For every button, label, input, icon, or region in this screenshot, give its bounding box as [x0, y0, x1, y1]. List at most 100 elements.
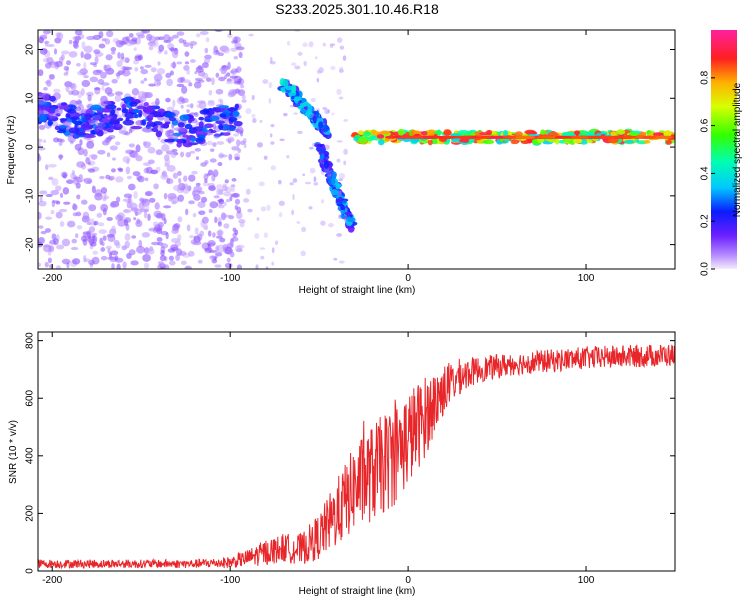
spectral-blob — [214, 216, 218, 224]
spectral-blob — [208, 208, 213, 213]
spectral-blob — [115, 242, 121, 249]
spectral-blob — [176, 142, 182, 148]
spectral-blob — [338, 178, 344, 182]
colorbar-tick-label: 0.6 — [700, 118, 711, 132]
spectral-blob — [165, 72, 172, 79]
spectral-blob — [99, 175, 105, 180]
spectral-blob — [61, 258, 71, 265]
spectral-blob — [163, 205, 172, 209]
spectral-blob — [228, 116, 238, 123]
spectral-blob — [156, 68, 166, 75]
spectral-blob — [168, 129, 174, 134]
spectral-blob — [56, 108, 63, 115]
spectral-blob — [92, 250, 98, 255]
spectral-blob — [270, 141, 275, 145]
colorbar-tick-label: 0.4 — [700, 166, 711, 180]
spectral-blob — [135, 32, 145, 37]
spectral-blob — [115, 214, 124, 221]
spectral-blob — [229, 127, 236, 132]
spectral-blob — [197, 259, 203, 264]
snr-y-tick-label: 0 — [25, 568, 36, 574]
spectral-blob — [459, 138, 471, 143]
spectral-blob — [107, 234, 116, 243]
spectral-blob — [291, 95, 295, 100]
spectral-blob — [329, 44, 334, 49]
spectral-blob — [259, 247, 266, 250]
spectral-blob — [156, 81, 162, 86]
spectral-blob — [376, 134, 385, 139]
spectral-blob — [210, 130, 217, 134]
spectral-blob — [80, 88, 85, 96]
spectral-blob — [171, 228, 179, 235]
spectral-blob — [209, 201, 219, 209]
spectral-blob — [69, 116, 81, 121]
spectral-blob — [164, 158, 171, 166]
spectral-blob — [319, 154, 325, 161]
spectral-blob — [214, 30, 223, 33]
spectral-blob — [53, 88, 61, 93]
spectral-blob — [212, 142, 217, 147]
spectral-blob — [204, 160, 209, 165]
spectral-blob — [236, 264, 243, 269]
spectral-blob — [134, 67, 139, 72]
spectral-blob — [297, 130, 303, 135]
spectral-blob — [160, 230, 168, 236]
spectral-blob — [216, 141, 225, 145]
spectrogram-y-tick-label: 20 — [25, 44, 36, 56]
spectral-blob — [38, 262, 42, 268]
spectral-blob — [180, 104, 184, 109]
spectral-blob — [110, 46, 117, 52]
spectral-blob — [217, 98, 223, 103]
spectral-blob — [201, 62, 209, 69]
spectral-blob — [330, 189, 339, 196]
spectral-blob — [198, 210, 206, 216]
spectral-blob — [222, 46, 231, 54]
spectral-blob — [158, 36, 165, 41]
spectral-blob — [227, 33, 233, 39]
spectral-blob — [43, 30, 48, 37]
spectral-blob — [268, 98, 272, 104]
spectral-blob — [238, 51, 243, 59]
spectral-blob — [333, 257, 338, 261]
spectral-blob — [166, 106, 175, 112]
spectral-blob — [71, 89, 80, 96]
spectral-blob — [283, 112, 288, 117]
spectral-blob — [616, 129, 626, 135]
spectral-blob — [155, 98, 160, 106]
spectral-blob — [38, 115, 47, 123]
spectral-blob — [38, 69, 44, 77]
spectral-blob — [182, 134, 189, 138]
spectral-blob — [39, 190, 48, 195]
spectral-blob — [204, 222, 208, 229]
spectral-blob — [223, 214, 231, 218]
spectral-blob — [88, 226, 96, 233]
spectral-blob — [188, 82, 193, 87]
spectral-blob — [79, 139, 83, 146]
spectral-blob — [340, 209, 345, 215]
spectral-blob — [278, 200, 285, 207]
spectral-blob — [251, 94, 255, 101]
spectral-blob — [141, 30, 151, 34]
spectral-blob — [52, 200, 60, 204]
spectral-blob — [194, 227, 199, 235]
spectrogram-plot-area — [38, 30, 675, 269]
spectral-blob — [160, 261, 165, 268]
spectral-blob — [115, 72, 121, 77]
spectral-blob — [209, 255, 216, 261]
spectral-blob — [55, 211, 63, 219]
spectral-blob — [239, 140, 246, 146]
spectral-blob — [223, 223, 230, 229]
spectral-blob — [178, 250, 187, 256]
spectral-blob — [197, 201, 206, 209]
spectral-blob — [102, 108, 112, 113]
spectral-blob — [205, 37, 210, 43]
spectral-blob — [302, 173, 306, 177]
spectral-blob — [152, 221, 159, 227]
spectral-blob — [338, 260, 345, 264]
colorbar-label: Normalized spectral amplitude — [732, 82, 743, 217]
spectral-blob — [234, 103, 239, 109]
spectral-blob — [181, 85, 188, 94]
spectral-blob — [269, 133, 273, 138]
spectral-blob — [308, 41, 314, 48]
spectral-blob — [397, 128, 405, 136]
